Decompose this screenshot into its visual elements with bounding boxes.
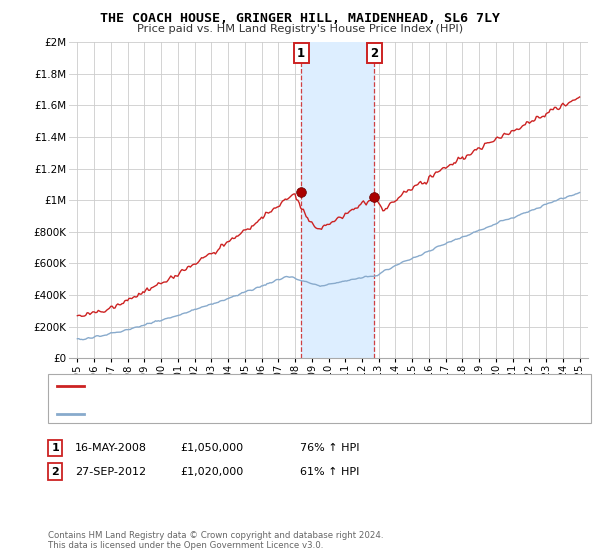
Text: 2: 2 [370, 46, 378, 60]
Text: 2: 2 [52, 466, 59, 477]
Text: Contains HM Land Registry data © Crown copyright and database right 2024.
This d: Contains HM Land Registry data © Crown c… [48, 530, 383, 550]
Text: 61% ↑ HPI: 61% ↑ HPI [300, 466, 359, 477]
Text: THE COACH HOUSE, GRINGER HILL, MAIDENHEAD, SL6 7LY: THE COACH HOUSE, GRINGER HILL, MAIDENHEA… [100, 12, 500, 25]
Text: £1,050,000: £1,050,000 [180, 443, 243, 453]
Text: Price paid vs. HM Land Registry's House Price Index (HPI): Price paid vs. HM Land Registry's House … [137, 24, 463, 34]
Text: THE COACH HOUSE, GRINGER HILL, MAIDENHEAD, SL6 7LY (detached house): THE COACH HOUSE, GRINGER HILL, MAIDENHEA… [90, 381, 490, 391]
Text: 1: 1 [297, 46, 305, 60]
Text: 1: 1 [52, 443, 59, 453]
Text: £1,020,000: £1,020,000 [180, 466, 243, 477]
Text: 27-SEP-2012: 27-SEP-2012 [75, 466, 146, 477]
Text: 16-MAY-2008: 16-MAY-2008 [75, 443, 147, 453]
Text: 76% ↑ HPI: 76% ↑ HPI [300, 443, 359, 453]
Bar [301, 42, 374, 358]
Text: HPI: Average price, detached house, Windsor and Maidenhead: HPI: Average price, detached house, Wind… [90, 409, 415, 419]
